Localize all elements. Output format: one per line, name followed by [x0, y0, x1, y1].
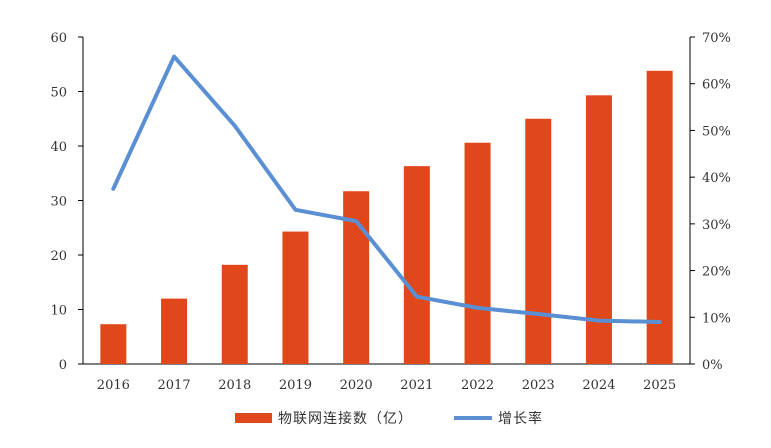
- legend-bar-swatch: [235, 413, 272, 423]
- right-tick-label: 10%: [702, 311, 731, 326]
- bar: [343, 191, 370, 364]
- left-tick-label: 60: [50, 31, 67, 46]
- x-tick-label: 2018: [218, 378, 251, 393]
- x-tick-label: 2025: [643, 378, 676, 393]
- left-tick-label: 20: [50, 249, 67, 264]
- bar: [282, 231, 309, 364]
- right-tick-label: 70%: [702, 31, 731, 46]
- right-tick-label: 40%: [702, 171, 731, 186]
- legend: 物联网连接数（亿） 增长率: [235, 410, 543, 427]
- left-tick-label: 30: [50, 195, 67, 210]
- x-axis: 2016 2017 2018 2019 2020 2021 2022 2023 2024 2025: [83, 363, 690, 393]
- x-tick-label: 2017: [158, 378, 191, 393]
- right-tick-label: 30%: [702, 218, 731, 233]
- legend-line-label: 增长率: [498, 410, 543, 427]
- right-tick-label: 0%: [702, 358, 723, 373]
- x-tick-label: 2019: [279, 378, 312, 393]
- line-series: [111, 54, 662, 324]
- right-y-axis: 0% 10% 20% 30% 40% 50% 60% 70%: [689, 31, 731, 373]
- bar: [100, 324, 127, 364]
- growth-line: [111, 54, 662, 324]
- x-tick-label: 2023: [522, 378, 555, 393]
- left-tick-label: 50: [50, 86, 67, 101]
- bar: [525, 118, 552, 364]
- left-tick-label: 40: [50, 140, 67, 155]
- x-tick-label: 2021: [400, 378, 433, 393]
- bar: [585, 95, 612, 364]
- right-tick-label: 20%: [702, 265, 731, 280]
- left-tick-label: 0: [59, 358, 67, 373]
- x-tick-label: 2022: [461, 378, 494, 393]
- bar: [161, 298, 188, 364]
- bar: [464, 142, 491, 364]
- x-tick-label: 2024: [582, 378, 615, 393]
- x-tick-label: 2020: [340, 378, 373, 393]
- bar: [403, 166, 430, 364]
- right-tick-label: 60%: [702, 78, 731, 93]
- left-y-axis: 0 10 20 30 40 50 60: [50, 31, 84, 373]
- left-tick-label: 10: [50, 304, 67, 319]
- x-tick-label: 2016: [97, 378, 130, 393]
- right-tick-label: 50%: [702, 124, 731, 139]
- legend-bar-label: 物联网连接数（亿）: [278, 410, 413, 427]
- bar: [646, 70, 673, 364]
- bar: [221, 264, 248, 364]
